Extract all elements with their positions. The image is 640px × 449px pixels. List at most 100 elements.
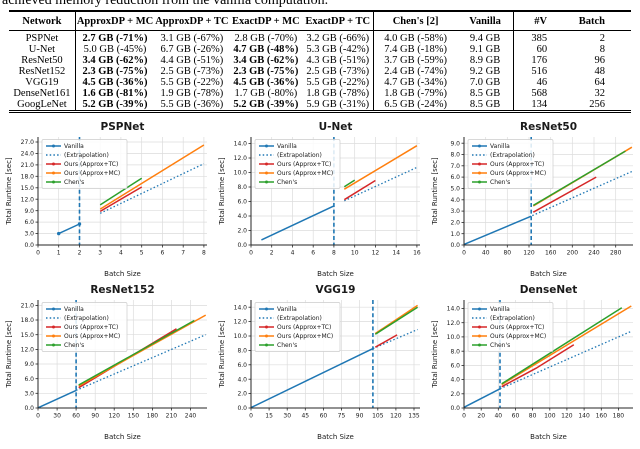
svg-text:30: 30 <box>283 413 291 420</box>
svg-text:120: 120 <box>523 250 535 257</box>
svg-text:60: 60 <box>72 413 80 420</box>
svg-text:Total Runtime [sec]: Total Runtime [sec] <box>5 320 13 389</box>
table-cell: 64 <box>594 77 606 88</box>
svg-text:40: 40 <box>494 413 502 420</box>
table-cell: 8.5 GB <box>469 99 501 110</box>
svg-text:Chen's: Chen's <box>490 179 510 186</box>
svg-text:Total Runtime [sec]: Total Runtime [sec] <box>5 157 13 226</box>
svg-text:240: 240 <box>588 250 600 257</box>
svg-text:0.0: 0.0 <box>24 242 34 249</box>
svg-text:8: 8 <box>332 250 336 257</box>
table-cell: 5.5 GB (-22%) <box>306 77 370 88</box>
svg-text:Vanilla: Vanilla <box>277 306 297 313</box>
network-name-cell: DenseNet161 <box>13 88 71 99</box>
svg-text:12.0: 12.0 <box>447 320 461 327</box>
table-cell: 2.3 GB (-75%) <box>74 66 155 77</box>
memory-reduction-table: Network ApproxDP + MC ApproxDP + TC Exac… <box>9 10 631 113</box>
svg-text:2: 2 <box>78 250 82 257</box>
svg-text:Chen's: Chen's <box>490 342 510 349</box>
svg-text:Vanilla: Vanilla <box>64 143 84 150</box>
table-cell: 568 <box>513 88 568 99</box>
table-row: VGG19 4.5 GB (-36%) 5.5 GB (-22%) 4.5 GB (-… <box>9 77 631 88</box>
svg-text:4.0: 4.0 <box>237 376 247 383</box>
svg-text:90: 90 <box>91 413 99 420</box>
svg-text:Batch Size: Batch Size <box>317 433 354 441</box>
table-cell: 4.0 GB (-58%) <box>373 30 457 44</box>
svg-text:8.0: 8.0 <box>237 348 247 355</box>
svg-text:Ours (Approx+MC): Ours (Approx+MC) <box>277 333 333 340</box>
svg-text:Batch Size: Batch Size <box>317 270 354 278</box>
table-cell: 2 <box>599 33 605 44</box>
runtime-chart-u-net: 0 2 4 6 8 10 12 14 16 0.0 2.0 4.0 6.0 8.0 10.0 12.0 14.0… <box>213 117 426 280</box>
svg-text:Vanilla: Vanilla <box>490 306 510 313</box>
svg-text:160: 160 <box>545 250 557 257</box>
table-row: DenseNet161 1.6 GB (-81%) 1.9 GB (-78%) 1.7… <box>9 88 631 99</box>
svg-text:2: 2 <box>270 250 274 257</box>
runtime-charts-grid: 0 1 2 3 4 5 6 7 8 0.0 3.0 6.0 9.0 12.0 15.0 18.0 21.0 24.… <box>0 117 640 443</box>
svg-text:8.0: 8.0 <box>450 152 460 159</box>
svg-text:Ours (Approx+MC): Ours (Approx+MC) <box>490 333 546 340</box>
runtime-chart-vgg19: 0 15 30 45 60 75 90 105 120 135 0.0 2.0 4.0 6.0 8.0 10.… <box>213 280 426 443</box>
svg-text:120: 120 <box>561 413 573 420</box>
svg-text:Vanilla: Vanilla <box>490 143 510 150</box>
svg-text:0: 0 <box>36 413 40 420</box>
svg-text:Vanilla: Vanilla <box>64 306 84 313</box>
table-cell: 46 <box>513 77 568 88</box>
svg-text:0: 0 <box>249 250 253 257</box>
table-cell: 1.9 GB (-78%) <box>160 88 224 99</box>
table-cell: 5.3 GB (-42%) <box>306 44 370 55</box>
svg-text:12.0: 12.0 <box>234 155 248 162</box>
svg-text:(Extrapolation): (Extrapolation) <box>490 152 535 159</box>
svg-text:2.0: 2.0 <box>450 391 460 398</box>
svg-text:0.0: 0.0 <box>237 405 247 412</box>
svg-text:2.0: 2.0 <box>237 391 247 398</box>
network-name-cell: GoogLeNet <box>17 99 67 110</box>
svg-text:9.0: 9.0 <box>24 208 34 215</box>
svg-text:6: 6 <box>160 250 164 257</box>
svg-text:2.0: 2.0 <box>450 220 460 227</box>
svg-text:Batch Size: Batch Size <box>530 433 567 441</box>
table-cell: 5.2 GB (-39%) <box>74 99 155 112</box>
svg-text:210: 210 <box>166 413 178 420</box>
svg-text:140: 140 <box>578 413 590 420</box>
svg-text:6.0: 6.0 <box>24 219 34 226</box>
table-cell: 3.4 GB (-62%) <box>233 55 299 66</box>
table-cell: 8 <box>599 44 605 55</box>
table-cell: 5.0 GB (-45%) <box>74 44 155 55</box>
table-cell: 4.5 GB (-36%) <box>233 77 299 88</box>
svg-text:7: 7 <box>181 250 185 257</box>
col-header-chens: Chen's [2] <box>373 11 457 31</box>
svg-text:Batch Size: Batch Size <box>530 270 567 278</box>
table-cell: 48 <box>594 66 606 77</box>
network-name-cell: PSPNet <box>25 33 59 44</box>
svg-text:Ours (Approx+TC): Ours (Approx+TC) <box>490 161 544 168</box>
svg-text:PSPNet: PSPNet <box>101 121 145 133</box>
svg-text:4: 4 <box>119 250 123 257</box>
svg-text:12.0: 12.0 <box>21 196 35 203</box>
svg-text:30: 30 <box>53 413 61 420</box>
svg-text:6.0: 6.0 <box>450 363 460 370</box>
col-header-approxdp-tc: ApproxDP + TC <box>154 11 230 31</box>
table-cell: 1.8 GB (-79%) <box>373 88 457 99</box>
svg-text:Chen's: Chen's <box>64 342 84 349</box>
svg-text:Ours (Approx+TC): Ours (Approx+TC) <box>277 324 331 331</box>
svg-text:3: 3 <box>98 250 102 257</box>
svg-text:4.0: 4.0 <box>450 197 460 204</box>
svg-text:Batch Size: Batch Size <box>104 270 141 278</box>
svg-text:14.0: 14.0 <box>234 141 248 148</box>
svg-text:Chen's: Chen's <box>277 179 297 186</box>
svg-text:240: 240 <box>185 413 197 420</box>
caption-clip: achieved memory reduction from the vanil… <box>0 0 640 8</box>
svg-text:10.0: 10.0 <box>447 334 461 341</box>
svg-text:24.0: 24.0 <box>21 151 35 158</box>
svg-text:6.0: 6.0 <box>24 376 34 383</box>
svg-text:0: 0 <box>462 413 466 420</box>
svg-text:12.0: 12.0 <box>21 347 35 354</box>
svg-text:0: 0 <box>249 413 253 420</box>
table-cell: 7.0 GB <box>469 77 501 88</box>
svg-text:15.0: 15.0 <box>21 185 35 192</box>
svg-text:105: 105 <box>372 413 384 420</box>
svg-text:(Extrapolation): (Extrapolation) <box>490 315 535 322</box>
table-cell: 5.2 GB (-39%) <box>233 99 299 110</box>
svg-text:200: 200 <box>567 250 579 257</box>
